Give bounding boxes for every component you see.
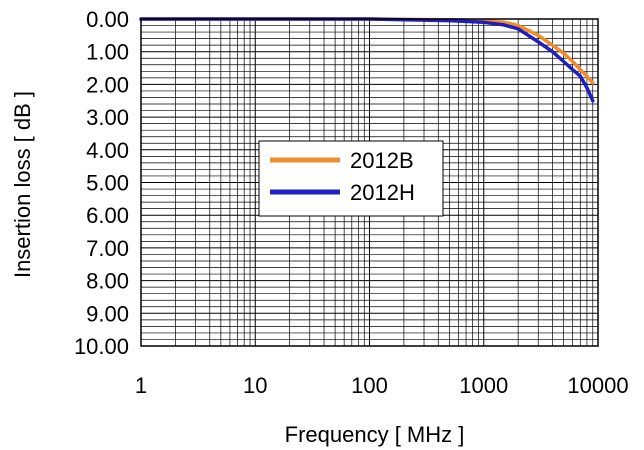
legend-label-2012H: 2012H <box>350 180 415 205</box>
y-tick-label: 8.00 <box>86 269 129 294</box>
y-tick-label: 3.00 <box>86 105 129 130</box>
legend-box <box>258 140 444 217</box>
y-axis-title: Insertion loss [ dB ] <box>10 91 35 278</box>
y-tick-label: 1.00 <box>86 40 129 65</box>
x-tick-label: 100 <box>351 373 388 398</box>
legend: 2012B 2012H <box>258 140 444 217</box>
x-tick-labels: 1 10 100 1000 10000 <box>135 373 629 398</box>
plot-frame <box>140 18 599 347</box>
y-tick-labels: 0.00 1.00 2.00 3.00 4.00 5.00 6.00 7.00 8.00 9.00… <box>74 7 129 359</box>
x-tick-label: 1 <box>135 373 147 398</box>
y-tick-label: 7.00 <box>86 236 129 261</box>
y-tick-label: 2.00 <box>86 72 129 97</box>
y-tick-label: 10.00 <box>74 334 129 359</box>
y-tick-label: 6.00 <box>86 203 129 228</box>
x-axis-title: Frequency [ MHz ] <box>285 422 465 447</box>
series-line-2012H <box>139 17 595 103</box>
series-line-2012B <box>139 17 595 85</box>
y-tick-label: 9.00 <box>86 301 129 326</box>
legend-label-2012B: 2012B <box>350 148 414 173</box>
y-tick-label: 5.00 <box>86 171 129 196</box>
y-tick-label: 4.00 <box>86 138 129 163</box>
series-lines <box>139 17 595 103</box>
x-tick-label: 1000 <box>459 373 508 398</box>
x-tick-label: 10 <box>243 373 267 398</box>
x-tick-label: 10000 <box>567 373 628 398</box>
y-tick-label: 0.00 <box>86 7 129 32</box>
